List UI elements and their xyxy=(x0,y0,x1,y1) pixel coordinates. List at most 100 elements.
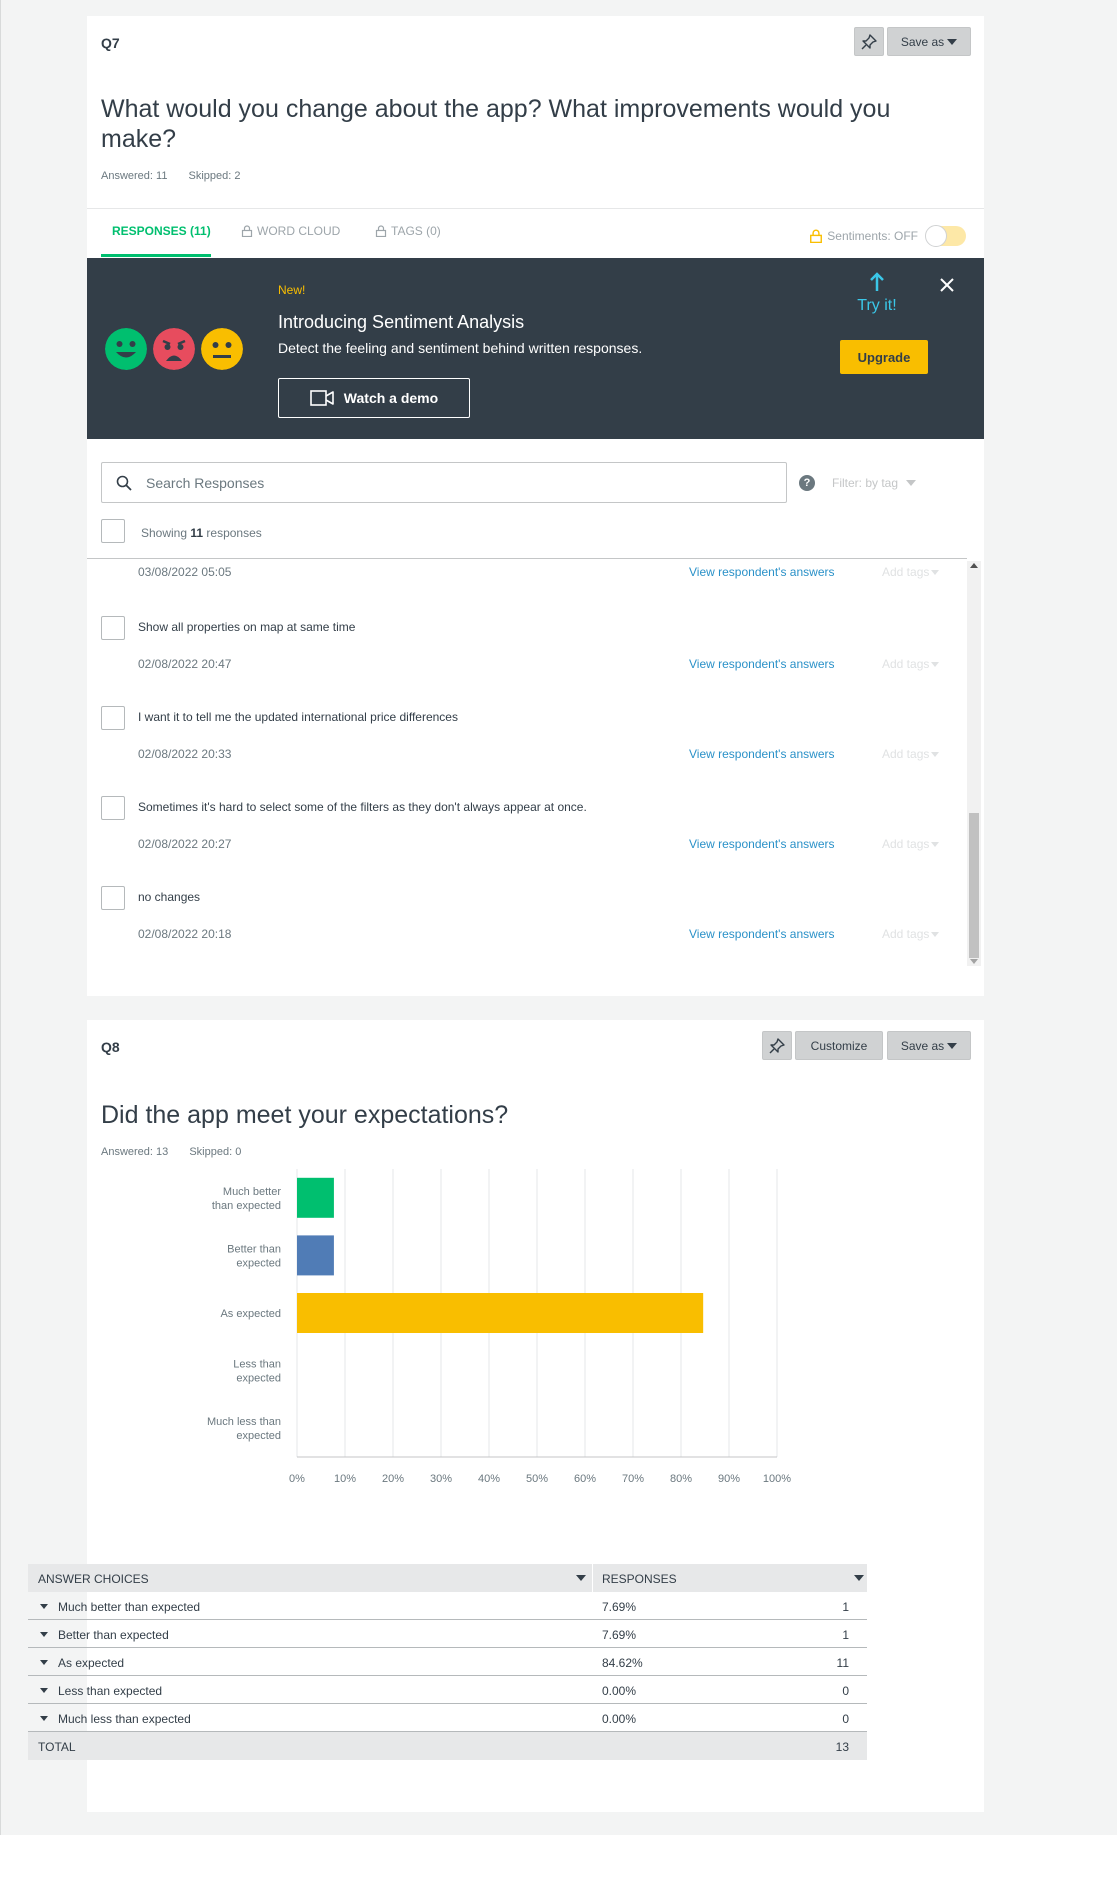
response-percent: 0.00% xyxy=(602,1684,637,1698)
question-number: Q8 xyxy=(101,1039,120,1055)
question-title: What would you change about the app? Wha… xyxy=(101,95,891,153)
chevron-down-icon xyxy=(906,480,917,486)
showing-number: 11 xyxy=(190,526,204,540)
column-header-answer-choices[interactable]: ANSWER CHOICES xyxy=(38,1572,149,1586)
response-date: 02/08/2022 20:47 xyxy=(138,657,232,671)
filter-label: Filter: by tag xyxy=(832,476,899,490)
question-stats: Answered: 11 Skipped: 2 xyxy=(101,170,259,182)
response-count: 0 xyxy=(842,1684,849,1698)
skipped-count: Skipped: 0 xyxy=(189,1146,242,1158)
tab-word-cloud[interactable]: WORD CLOUD xyxy=(241,224,340,238)
list-divider xyxy=(87,558,967,559)
save-as-button[interactable]: Save as xyxy=(887,1031,971,1060)
sort-caret-icon[interactable] xyxy=(854,1575,864,1581)
tab-bar: RESPONSES (11) WORD CLOUD TAGS (0) Senti… xyxy=(87,208,984,258)
view-respondent-answers-link[interactable]: View respondent's answers xyxy=(689,837,835,851)
question-title: Did the app meet your expectations? xyxy=(101,1101,509,1129)
filter-by-tag-dropdown[interactable]: Filter: by tag xyxy=(832,476,917,490)
customize-button[interactable]: Customize xyxy=(795,1031,883,1060)
add-tags-dropdown[interactable]: Add tags xyxy=(882,927,940,941)
save-as-label: Save as xyxy=(900,1038,945,1053)
expand-caret-icon[interactable] xyxy=(40,1688,48,1693)
caret-down-icon xyxy=(947,1042,958,1049)
skipped-count: Skipped: 2 xyxy=(188,170,241,182)
chart-bar[interactable] xyxy=(297,1235,334,1276)
chart-bar[interactable] xyxy=(297,1293,704,1333)
category-label: Much less than xyxy=(207,1416,281,1428)
response-checkbox[interactable] xyxy=(101,886,125,910)
search-box xyxy=(101,462,787,503)
table-row: As expected 84.62% 11 xyxy=(28,1648,867,1676)
sentiments-toggle[interactable] xyxy=(925,225,966,247)
tab-tags[interactable]: TAGS (0) xyxy=(375,224,441,238)
sentiments-toggle-group: Sentiments: OFF xyxy=(809,225,966,247)
add-tags-dropdown[interactable]: Add tags xyxy=(882,565,940,579)
banner-description: Detect the feeling and sentiment behind … xyxy=(278,340,643,356)
add-tags-dropdown[interactable]: Add tags xyxy=(882,657,940,671)
search-icon xyxy=(116,475,132,491)
add-tags-label: Add tags xyxy=(882,927,930,941)
x-tick-label: 70% xyxy=(622,1473,644,1485)
total-value: 13 xyxy=(835,1740,849,1754)
category-label: As expected xyxy=(220,1308,281,1320)
view-respondent-answers-link[interactable]: View respondent's answers xyxy=(689,927,835,941)
view-respondent-answers-link[interactable]: View respondent's answers xyxy=(689,565,835,579)
x-tick-label: 10% xyxy=(334,1473,356,1485)
response-text: Show all properties on map at same time xyxy=(138,620,356,634)
expand-caret-icon[interactable] xyxy=(40,1632,48,1637)
category-label: Less than xyxy=(233,1359,281,1371)
save-as-button[interactable]: Save as xyxy=(887,27,971,56)
add-tags-dropdown[interactable]: Add tags xyxy=(882,837,940,851)
scroll-down-arrow-icon[interactable] xyxy=(970,959,978,964)
response-checkbox[interactable] xyxy=(101,616,125,640)
upgrade-button[interactable]: Upgrade xyxy=(840,340,928,374)
response-list-scrollbar[interactable] xyxy=(967,561,981,966)
question-number: Q7 xyxy=(101,35,120,51)
save-as-label: Save as xyxy=(900,34,945,49)
select-all-checkbox[interactable] xyxy=(101,519,125,543)
expand-caret-icon[interactable] xyxy=(40,1604,48,1609)
close-icon[interactable] xyxy=(938,276,956,294)
add-tags-dropdown[interactable]: Add tags xyxy=(882,747,940,761)
video-camera-icon xyxy=(309,390,334,406)
table-row: Much less than expected 0.00% 0 xyxy=(28,1704,867,1732)
search-input[interactable] xyxy=(146,474,746,491)
pin-button[interactable] xyxy=(762,1031,792,1060)
scroll-up-arrow-icon[interactable] xyxy=(970,563,978,568)
table-row: Better than expected 7.69% 1 xyxy=(28,1620,867,1648)
response-text: Sometimes it's hard to select some of th… xyxy=(138,800,587,814)
view-respondent-answers-link[interactable]: View respondent's answers xyxy=(689,747,835,761)
question-stats: Answered: 13 Skipped: 0 xyxy=(101,1146,259,1158)
table-body: Much better than expected 7.69% 1 Better th… xyxy=(28,1592,867,1732)
happy-face-icon xyxy=(105,328,147,370)
add-tags-label: Add tags xyxy=(882,657,930,671)
pin-icon xyxy=(861,33,877,49)
table-row: Much better than expected 7.69% 1 xyxy=(28,1592,867,1620)
expand-caret-icon[interactable] xyxy=(40,1716,48,1721)
scrollbar-thumb[interactable] xyxy=(969,813,979,958)
response-percent: 7.69% xyxy=(602,1628,637,1642)
response-checkbox[interactable] xyxy=(101,796,125,820)
response-count: 1 xyxy=(842,1600,849,1614)
category-label: expected xyxy=(236,1257,281,1269)
response-date: 02/08/2022 20:18 xyxy=(138,927,232,941)
chart-bar[interactable] xyxy=(297,1177,334,1218)
pin-button[interactable] xyxy=(854,27,884,56)
view-respondent-answers-link[interactable]: View respondent's answers xyxy=(689,657,835,671)
response-checkbox[interactable] xyxy=(101,706,125,730)
chevron-down-icon xyxy=(931,661,940,667)
chevron-down-icon xyxy=(931,751,940,757)
category-label: expected xyxy=(236,1373,281,1385)
tab-responses[interactable]: RESPONSES (11) xyxy=(112,224,211,238)
column-header-responses[interactable]: RESPONSES xyxy=(602,1572,677,1586)
divider xyxy=(87,208,984,209)
sort-caret-icon[interactable] xyxy=(576,1575,586,1581)
chevron-down-icon xyxy=(931,931,940,937)
expand-caret-icon[interactable] xyxy=(40,1660,48,1665)
response-date: 03/08/2022 05:05 xyxy=(138,565,232,579)
x-tick-label: 100% xyxy=(763,1473,791,1485)
answered-count: Answered: 13 xyxy=(101,1146,169,1158)
watch-demo-button[interactable]: Watch a demo xyxy=(278,378,470,418)
response-percent: 0.00% xyxy=(602,1712,637,1726)
help-icon[interactable]: ? xyxy=(799,475,815,491)
